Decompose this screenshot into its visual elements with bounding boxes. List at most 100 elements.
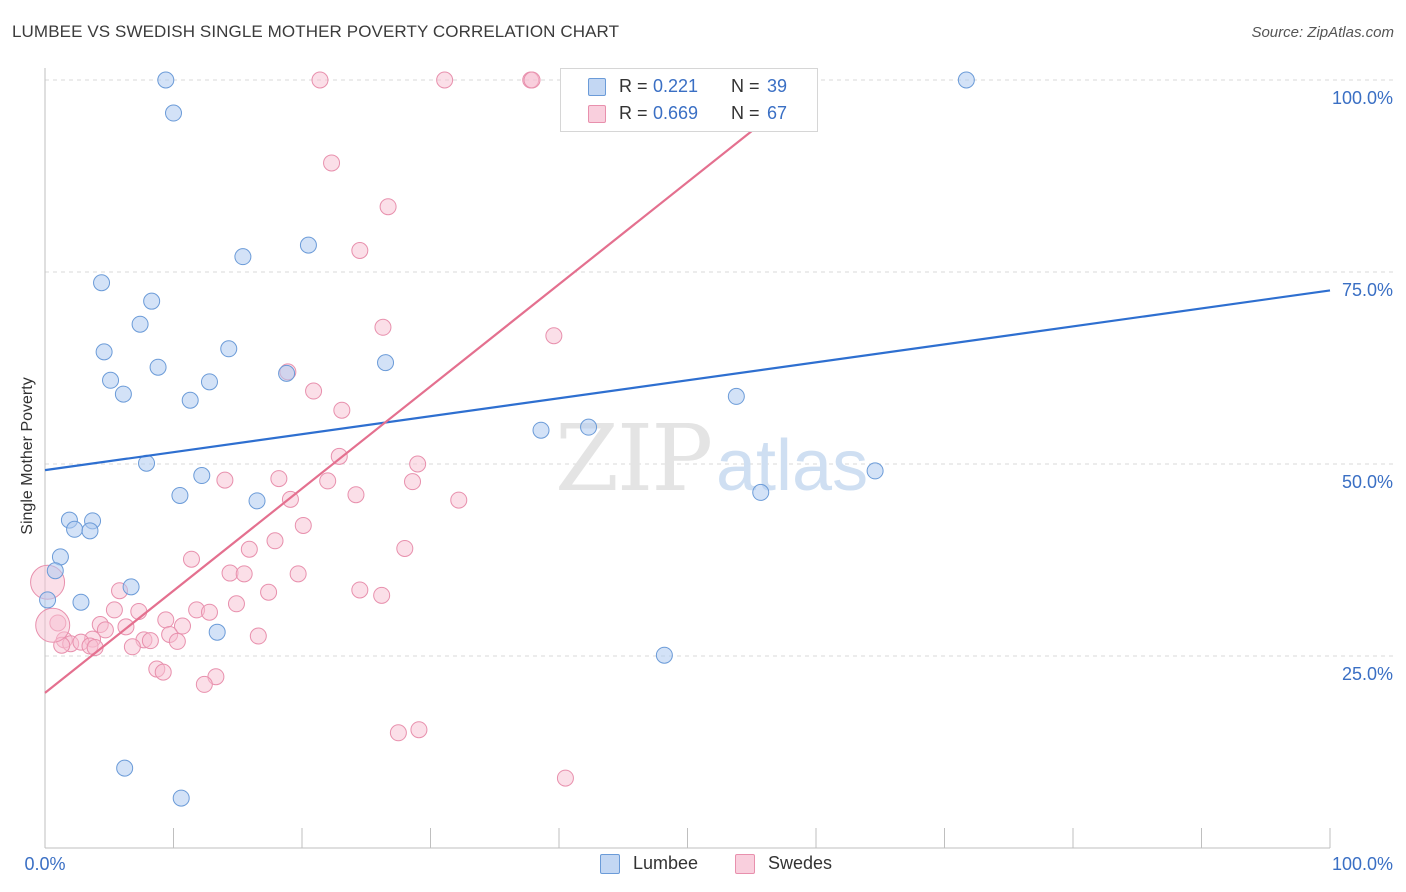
- lumbee-point: [102, 371, 120, 389]
- legend-r-label: R =: [619, 76, 648, 96]
- x-tick-label-end: 100.0%: [1332, 854, 1393, 874]
- swedes-point: [323, 154, 341, 172]
- lumbee-point: [248, 492, 266, 510]
- swedes-point: [105, 601, 123, 619]
- source-label: Source: ZipAtlas.com: [1251, 24, 1394, 41]
- swedes-point: [96, 621, 114, 639]
- lumbee-point: [957, 71, 975, 89]
- swedes-point: [168, 632, 186, 650]
- legend-n-label: N =: [731, 103, 760, 123]
- swedes-point: [235, 565, 253, 583]
- swedes-point: [141, 632, 159, 650]
- lumbee-point: [171, 486, 189, 504]
- lumbee-point: [220, 340, 238, 358]
- lumbee-point: [93, 274, 111, 292]
- lumbee-point: [532, 421, 550, 439]
- lumbee-point: [39, 591, 57, 609]
- lumbee-point: [116, 759, 134, 777]
- legend-n-value-swedes: 67: [767, 103, 788, 123]
- lumbee-point: [81, 522, 99, 540]
- swedes-point: [311, 71, 329, 89]
- lumbee-point: [181, 391, 199, 409]
- swedes-point: [351, 581, 369, 599]
- y-tick-label: 75.0%: [1342, 280, 1393, 300]
- swedes-legend-swatch: [735, 854, 755, 874]
- grid-lines: [45, 79, 1393, 657]
- swedes-point: [289, 565, 307, 583]
- swedes-point: [157, 611, 175, 629]
- lumbee-point: [866, 462, 884, 480]
- lumbee-point: [655, 646, 673, 664]
- stats-legend: R = 0.221 N = 39 R = 0.669 N = 67: [560, 68, 818, 132]
- x-tick-label-start: 0.0%: [24, 854, 65, 874]
- swedes-point: [450, 491, 468, 509]
- swedes-point: [330, 447, 348, 465]
- chart-title: LUMBEE VS SWEDISH SINGLE MOTHER POVERTY …: [12, 22, 620, 41]
- lumbee-point: [131, 315, 149, 333]
- swedes-point: [374, 318, 392, 336]
- lumbee-point: [46, 562, 64, 580]
- swedes-points: [30, 71, 815, 787]
- swedes-point: [221, 564, 239, 582]
- axes: [44, 68, 1331, 849]
- swedes-point: [351, 241, 369, 259]
- swedes-point: [523, 71, 541, 89]
- lumbee-point: [580, 418, 598, 436]
- trend-lines: [44, 79, 1331, 694]
- legend-r-label: R =: [619, 103, 648, 123]
- swedes-point: [333, 401, 351, 419]
- watermark-atlas: atlas: [716, 426, 868, 506]
- swedes-point: [35, 607, 71, 643]
- legend-n-value-lumbee: 39: [767, 76, 788, 96]
- y-tick-label: 50.0%: [1342, 472, 1393, 492]
- lumbee-point: [278, 364, 296, 382]
- lumbee-points: [39, 71, 975, 807]
- swedes-point: [173, 617, 191, 635]
- lumbee-point: [193, 467, 211, 485]
- swedes-point: [436, 71, 454, 89]
- lumbee-point: [377, 354, 395, 372]
- swedes-point: [270, 470, 288, 488]
- swedes-point: [216, 471, 234, 489]
- lumbee-legend-label: Lumbee: [633, 853, 699, 873]
- lumbee-point: [149, 358, 167, 376]
- swedes-point: [182, 550, 200, 568]
- watermark-zip: ZIP: [555, 405, 711, 512]
- swedes-point: [294, 516, 312, 534]
- lumbee-point: [157, 71, 175, 89]
- lumbee-point: [172, 789, 190, 807]
- lumbee-point: [752, 483, 770, 501]
- y-tick-label: 25.0%: [1342, 664, 1393, 684]
- swedes-point: [154, 663, 172, 681]
- swedes-point: [410, 721, 428, 739]
- swedes-point: [227, 595, 245, 613]
- lumbee-point: [208, 623, 226, 641]
- lumbee-point: [122, 578, 140, 596]
- lumbee-point: [72, 593, 90, 611]
- swedes-point: [195, 675, 213, 693]
- swedes-point: [545, 327, 563, 345]
- swedes-point: [404, 473, 422, 491]
- swedes-trend-line: [44, 79, 817, 694]
- swedes-point: [409, 455, 427, 473]
- lumbee-swatch: [588, 78, 606, 96]
- lumbee-legend-swatch: [600, 854, 620, 874]
- swedes-point: [249, 627, 267, 645]
- lumbee-point: [234, 248, 252, 266]
- lumbee-point: [165, 104, 182, 122]
- legend-r-value-swedes: 0.669: [653, 103, 699, 123]
- lumbee-trend-line: [44, 289, 1331, 472]
- lumbee-point: [299, 236, 317, 254]
- swedes-swatch: [588, 105, 606, 123]
- y-tick-label: 100.0%: [1332, 88, 1393, 108]
- lumbee-point: [66, 520, 84, 538]
- swedes-point: [347, 486, 365, 504]
- swedes-point: [319, 472, 337, 490]
- swedes-point: [266, 532, 284, 550]
- legend-row-lumbee: R = 0.221 N = 39: [561, 74, 817, 100]
- lumbee-point: [727, 387, 745, 405]
- tick-labels: 25.0% 50.0% 75.0% 100.0% 0.0% 100.0%: [24, 88, 1393, 874]
- legend-row-swedes: R = 0.669 N = 67: [561, 101, 817, 127]
- swedes-point: [396, 539, 414, 557]
- swedes-point: [389, 724, 407, 742]
